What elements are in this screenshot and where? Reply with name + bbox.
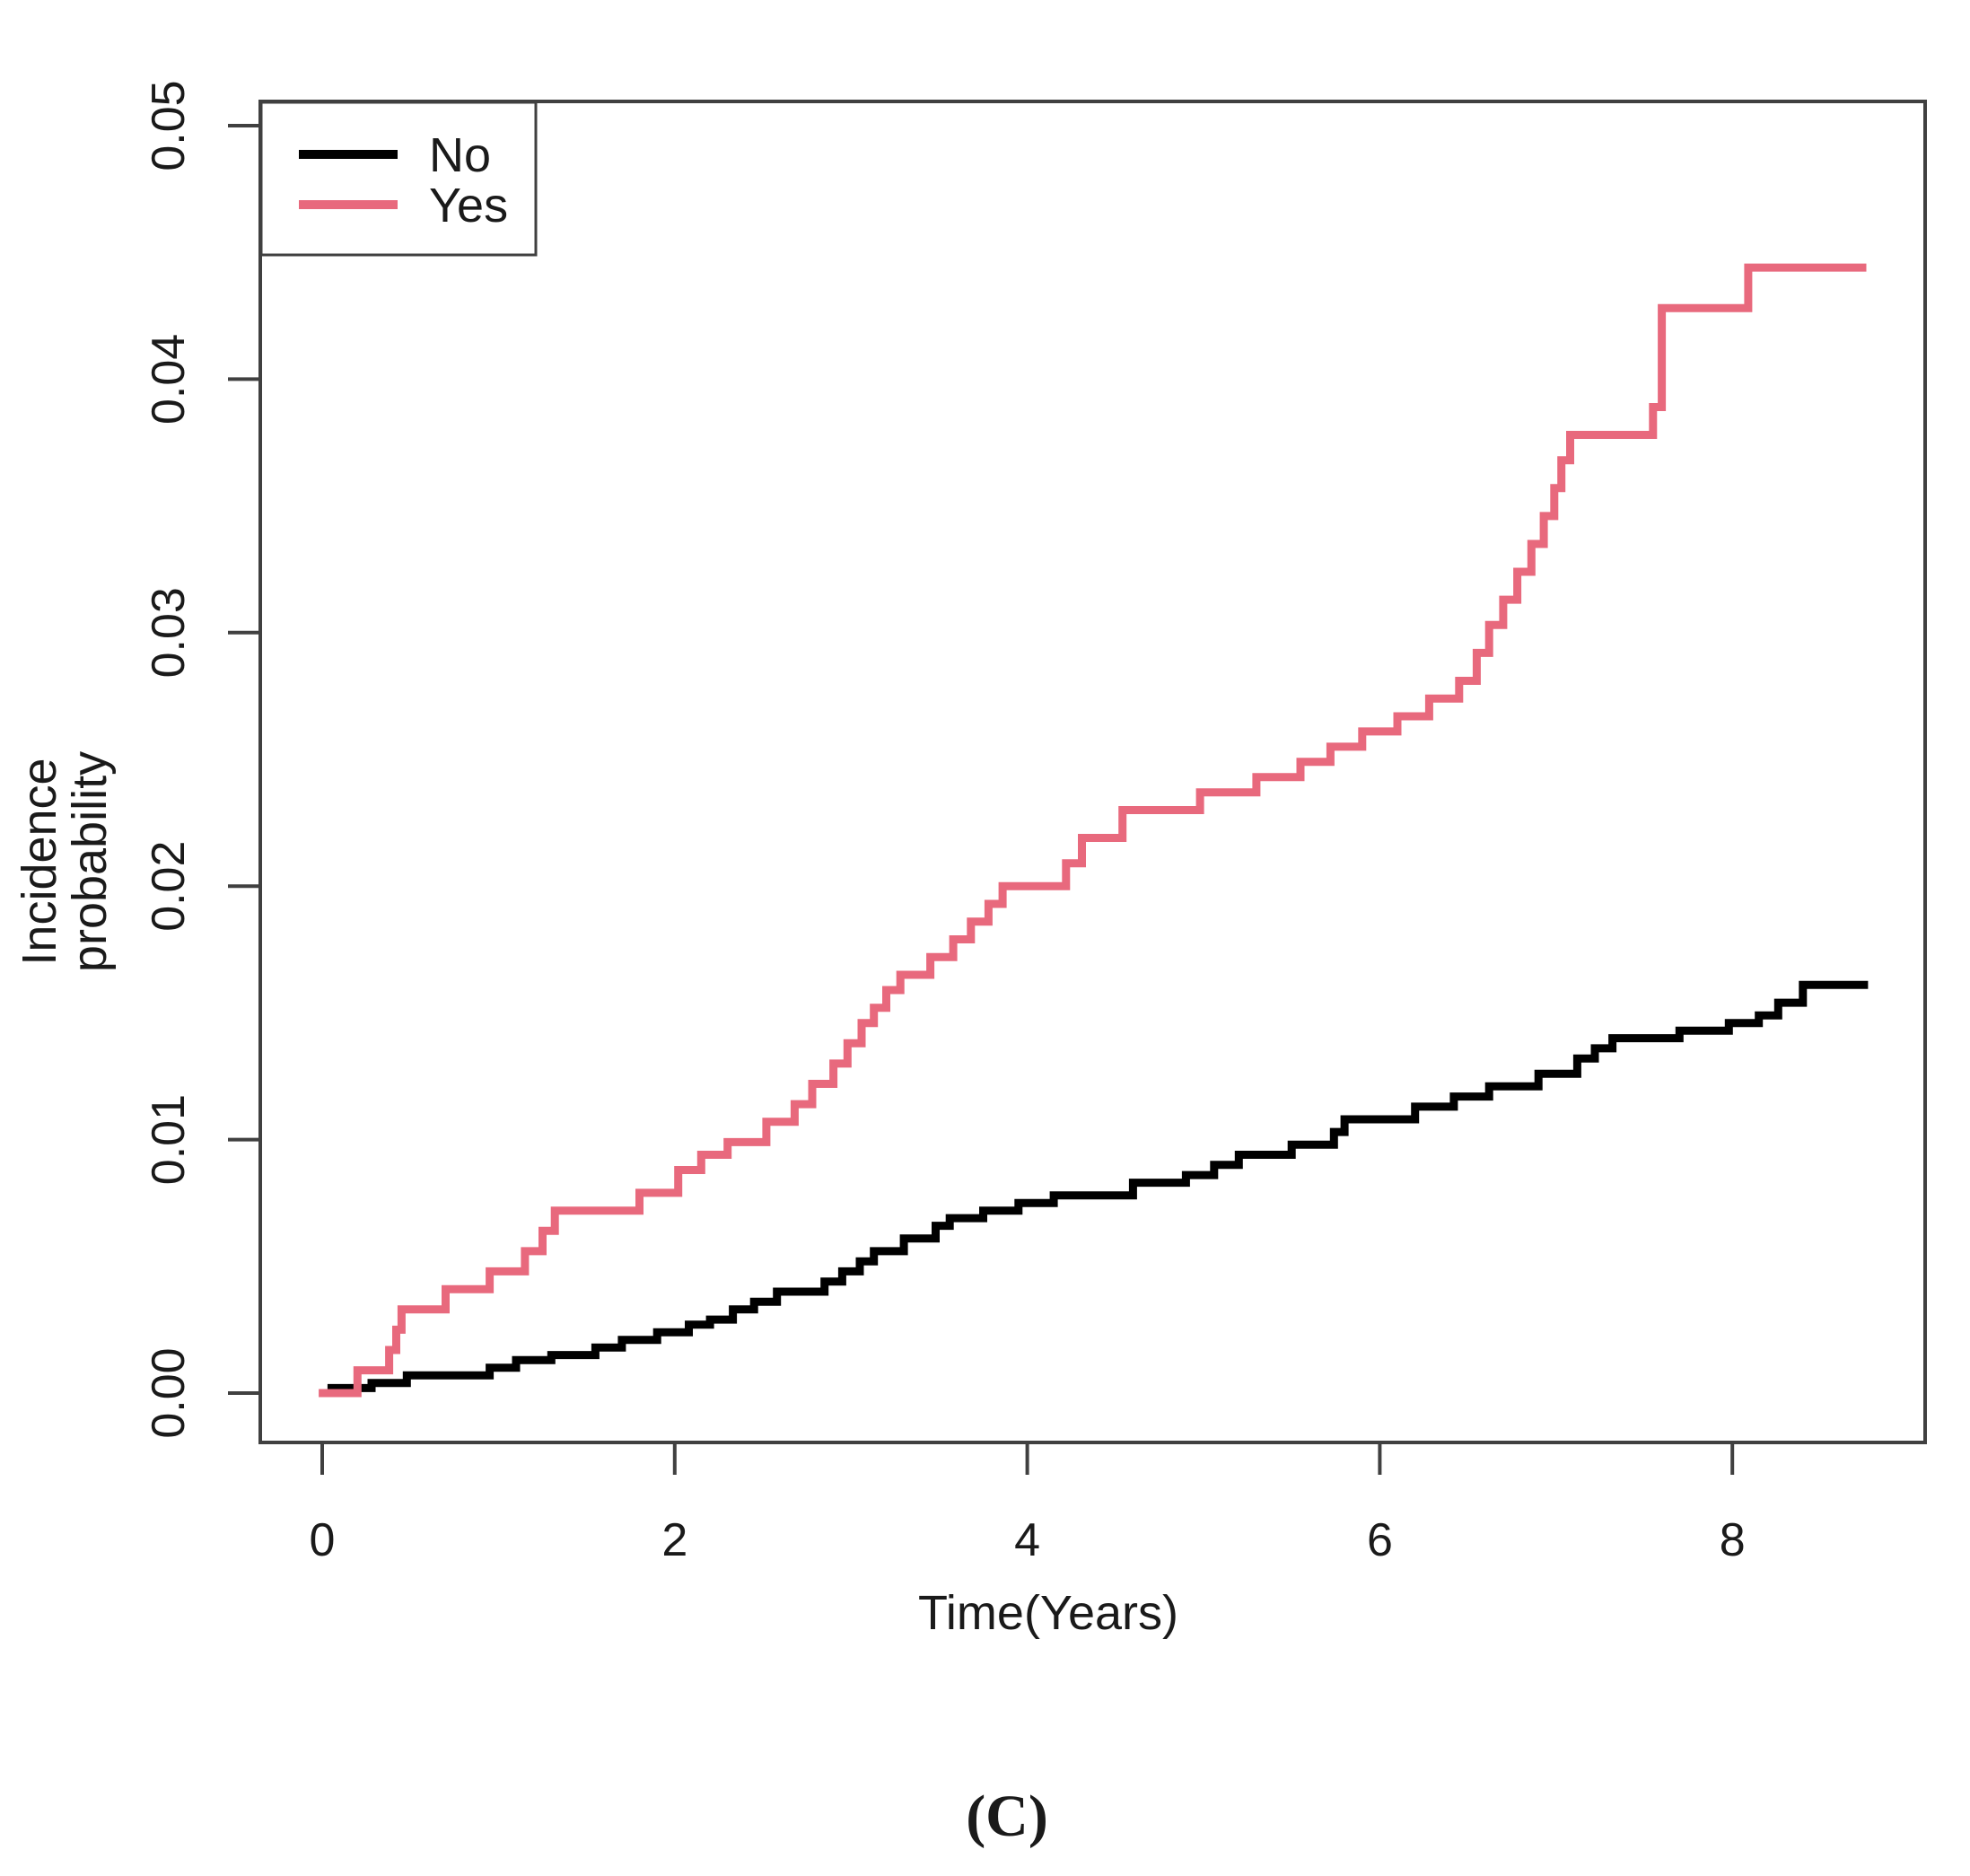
legend-label-yes: Yes	[429, 179, 508, 232]
y-tick-label: 0.04	[143, 334, 195, 425]
y-tick-label: 0.01	[143, 1094, 195, 1185]
y-axis-title-line2: probability	[63, 751, 117, 972]
legend-label-no: No	[429, 128, 491, 182]
y-axis-title-line1: Incidence	[13, 758, 66, 965]
series-curve-no	[327, 980, 1869, 1392]
y-tick-label: 0.00	[143, 1347, 195, 1438]
y-tick-label: 0.03	[143, 587, 195, 678]
y-axis-ticks: 0.00 0.01 0.02 0.03 0.04 0.05	[143, 80, 260, 1439]
y-tick-label: 0.02	[143, 841, 195, 932]
x-axis-ticks: 0 2 4 6 8	[310, 1442, 1746, 1566]
x-axis-title: Time(Years)	[918, 1586, 1178, 1640]
step-curves	[319, 263, 1869, 1398]
x-tick-label: 0	[310, 1514, 336, 1566]
y-tick-label: 0.05	[143, 80, 195, 171]
legend: No Yes	[259, 101, 538, 257]
x-tick-label: 8	[1720, 1514, 1746, 1566]
legend-box	[259, 101, 538, 257]
plot-area-border	[258, 100, 1927, 1444]
series-curve-yes	[319, 263, 1867, 1398]
x-tick-label: 2	[661, 1514, 687, 1566]
x-tick-label: 4	[1014, 1514, 1040, 1566]
figure-caption: (C)	[966, 1784, 1048, 1849]
x-tick-label: 6	[1367, 1514, 1393, 1566]
